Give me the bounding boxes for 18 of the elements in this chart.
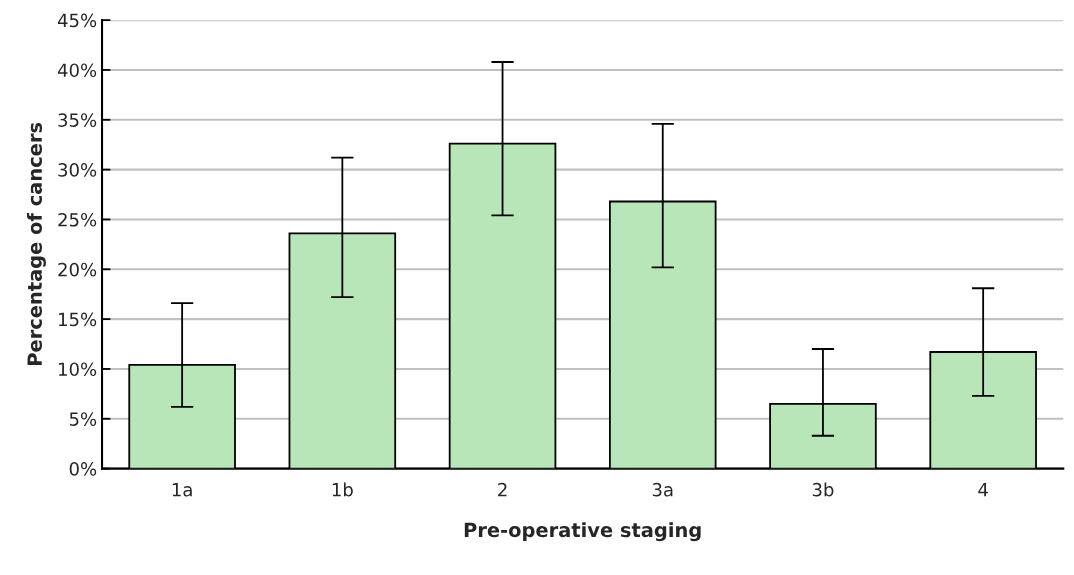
y-tick-label: 0%	[69, 462, 97, 476]
x-tick-label: 1a	[172, 483, 192, 497]
y-tick-label: 20%	[58, 262, 97, 277]
y-tick-label: 35%	[58, 113, 97, 127]
x-axis-title: Pre-operative staging	[464, 522, 701, 542]
x-tick-label: 2	[498, 482, 507, 497]
y-tick-label: 10%	[59, 362, 97, 377]
x-tick-label: 1b	[332, 482, 353, 497]
y-axis-title: Percentage of cancers	[26, 122, 46, 365]
y-tick-label: 30%	[58, 163, 97, 177]
y-tick-label: 15%	[59, 312, 97, 327]
y-tick-label: 45%	[57, 13, 97, 28]
y-tick-label: 40%	[57, 63, 97, 78]
x-tick-label: 4	[978, 483, 988, 497]
y-tick-label: 25%	[58, 212, 97, 227]
x-tick-label: 3b	[812, 482, 834, 497]
y-tick-label: 5%	[69, 412, 97, 426]
x-tick-label: 3a	[652, 482, 673, 497]
